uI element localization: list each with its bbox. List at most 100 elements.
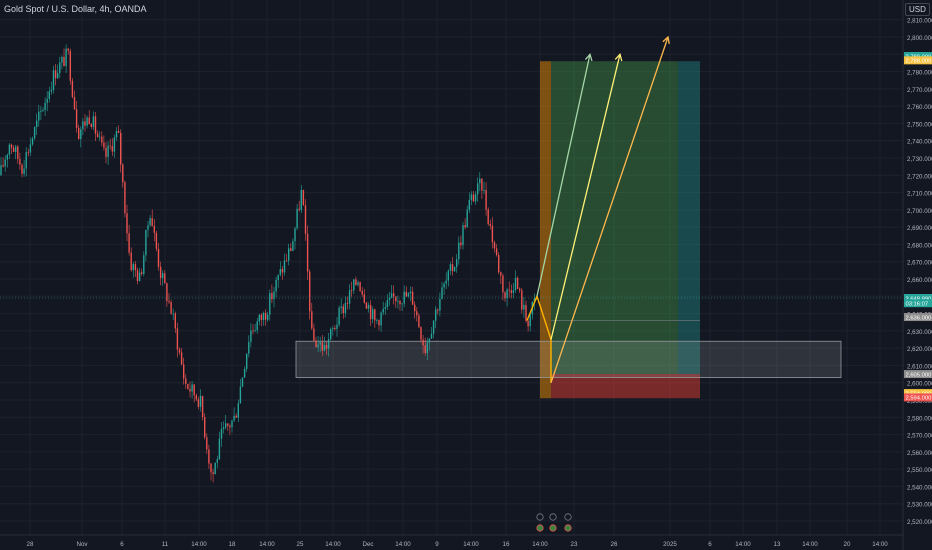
candle-body	[332, 328, 334, 330]
candle-body	[504, 292, 506, 299]
candle-body	[405, 291, 407, 297]
candle-body	[525, 304, 527, 321]
candle-body	[474, 194, 477, 202]
candle-body	[388, 297, 391, 300]
candle-body	[46, 98, 48, 103]
y-tick-label: 2,660.000	[907, 277, 932, 284]
candle-body	[361, 290, 363, 295]
candle-body	[279, 269, 281, 275]
candle-body	[470, 194, 473, 201]
candle-body	[506, 289, 508, 299]
candle-body	[281, 269, 284, 273]
candle-body	[159, 266, 162, 279]
price-axis[interactable]: 2,520.000 2,530.000 2,540.000 2,550.000 2,56…	[902, 0, 932, 550]
y-tick-label: 2,690.000	[907, 225, 932, 232]
chart-title: Gold Spot / U.S. Dollar, 4h, OANDA	[4, 4, 147, 14]
y-tick-label: 2,730.000	[907, 156, 932, 163]
candle-body	[372, 309, 374, 320]
y-tick-label: 2,610.000	[907, 363, 932, 370]
candle-body	[57, 72, 59, 79]
candle-body	[365, 302, 368, 309]
candle-body	[285, 260, 288, 262]
candle-body	[128, 233, 130, 253]
currency-button[interactable]: USD	[905, 3, 930, 16]
candle-body	[498, 255, 500, 273]
candle-body	[512, 290, 515, 293]
candle-body	[210, 463, 212, 473]
candle-body	[113, 137, 116, 152]
earnings-marker	[536, 524, 544, 532]
candle-body	[174, 313, 176, 329]
candle-body	[153, 225, 155, 233]
y-tick-label: 2,580.000	[907, 415, 932, 422]
candle-body	[149, 218, 151, 226]
candle-body	[33, 127, 36, 139]
candle-body	[166, 283, 168, 302]
candle-body	[403, 291, 405, 304]
event-marker	[564, 513, 572, 521]
candle-body	[134, 264, 137, 271]
candle-body	[300, 190, 302, 210]
price-label: 2,788.000	[906, 59, 932, 65]
candle-body	[348, 290, 351, 304]
candle-body	[27, 152, 29, 154]
candle-body	[292, 241, 294, 251]
x-tick-label: 14:00	[872, 541, 888, 548]
candle-body	[317, 344, 319, 348]
candle-body	[460, 242, 462, 246]
y-tick-label: 2,800.000	[907, 35, 932, 42]
candle-body	[321, 342, 323, 351]
candle-body	[456, 259, 458, 268]
candle-body	[172, 313, 174, 315]
candle-body	[61, 56, 63, 63]
candle-body	[29, 144, 32, 153]
candle-body	[227, 423, 229, 426]
x-tick-label: 16	[503, 541, 510, 548]
time-axis[interactable]: 28 Nov 6 11 14:00 18 14:00 25 14:00 Dec 14:00 9 14:0…	[0, 534, 903, 548]
candle-body	[466, 209, 468, 228]
candle-body	[529, 314, 531, 327]
y-tick-label: 2,710.000	[907, 191, 932, 198]
candle-body	[441, 287, 443, 299]
candle-body	[180, 352, 183, 365]
candle-body	[519, 288, 521, 291]
x-tick-label: 20	[844, 541, 851, 548]
candle-body	[195, 395, 197, 400]
candle-body	[80, 129, 82, 140]
candle-body	[73, 96, 76, 110]
candle-body	[479, 178, 481, 184]
candle-body	[443, 283, 445, 288]
price-label: 2,594.000	[906, 396, 932, 402]
grid	[0, 0, 903, 535]
candle-body	[489, 223, 491, 226]
candle-body	[48, 91, 50, 99]
candle-body	[481, 178, 483, 191]
x-tick-label: 6	[120, 541, 124, 548]
price-label-bg	[904, 370, 932, 379]
candle-body	[6, 154, 8, 160]
candle-body	[44, 102, 46, 111]
candle-body	[145, 229, 147, 256]
candle-body	[533, 298, 536, 302]
target-arrow	[550, 36, 669, 383]
x-tick-label: 11	[162, 541, 169, 548]
candle-body	[485, 190, 487, 210]
candle-body	[40, 110, 42, 112]
y-tick-label: 2,560.000	[907, 450, 932, 457]
candle-body	[130, 252, 132, 271]
candle-body	[453, 267, 456, 272]
candle-body	[435, 309, 437, 321]
candle-body	[4, 159, 6, 167]
y-tick-label: 2,700.000	[907, 208, 932, 215]
candle-body	[17, 146, 19, 159]
candle-body	[262, 312, 265, 320]
candle-body	[10, 144, 13, 148]
candle-body	[302, 190, 305, 206]
candle-body	[439, 298, 441, 311]
candle-body	[458, 242, 460, 260]
profit-zone-extension	[678, 61, 700, 375]
candle-body	[491, 225, 494, 243]
candle-body	[164, 273, 166, 284]
x-tick-label: 2025	[663, 541, 677, 548]
